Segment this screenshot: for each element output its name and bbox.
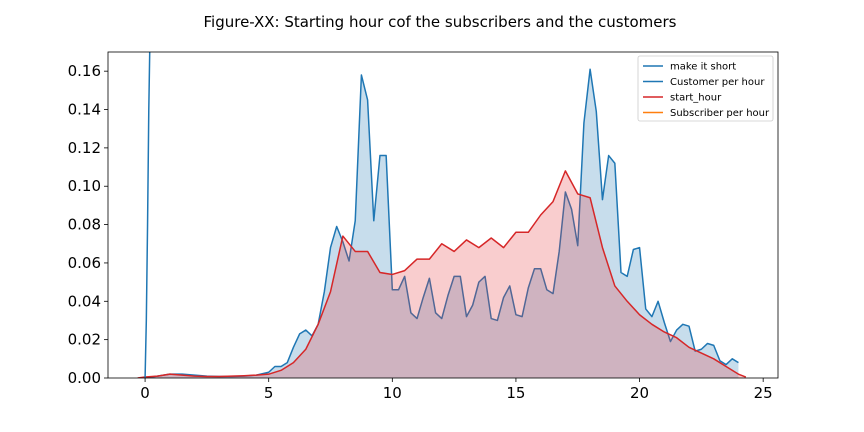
series-line-start-hour — [137, 170, 747, 378]
y-tick-label: 0.06 — [68, 254, 101, 272]
x-tick-label: 15 — [506, 384, 525, 402]
plot-area — [137, 52, 747, 378]
axes: 0 5 10 15 20 25 0.00 0.02 0.04 0.06 0.08 0.10 0.12 0.… — [68, 51, 779, 402]
x-tick-label: 25 — [754, 384, 773, 402]
axes-frame — [107, 51, 779, 379]
series-area-start-hour — [137, 170, 746, 378]
series-line-customer-per-hour — [144, 68, 739, 378]
x-tick-label: 20 — [630, 384, 649, 402]
y-tick-label: 0.00 — [68, 369, 101, 387]
x-tick-label: 0 — [140, 384, 150, 402]
y-tick-label: 0.10 — [68, 177, 101, 195]
legend-entry-label: make it short — [670, 62, 736, 73]
legend-entry-label: start_hour — [670, 93, 722, 104]
x-tick-label: 5 — [264, 384, 274, 402]
legend-entry-label: Subscriber per hour — [670, 108, 770, 119]
chart-title: Figure-XX: Starting hour cof the subscri… — [204, 13, 677, 31]
series-area-customer-per-hour — [145, 69, 739, 378]
y-tick-label: 0.02 — [68, 331, 101, 349]
legend-box — [637, 55, 774, 122]
y-tick-label: 0.04 — [68, 292, 101, 310]
legend: make it short Customer per hour start_hour… — [637, 55, 774, 122]
y-tick-label: 0.16 — [68, 62, 101, 80]
series-line-make-it-short — [144, 52, 151, 378]
y-tick-label: 0.08 — [68, 216, 101, 234]
y-tick-label: 0.14 — [68, 101, 101, 119]
y-tick-label: 0.12 — [68, 139, 101, 157]
x-tick-label: 10 — [383, 384, 402, 402]
legend-entry-label: Customer per hour — [670, 77, 765, 88]
